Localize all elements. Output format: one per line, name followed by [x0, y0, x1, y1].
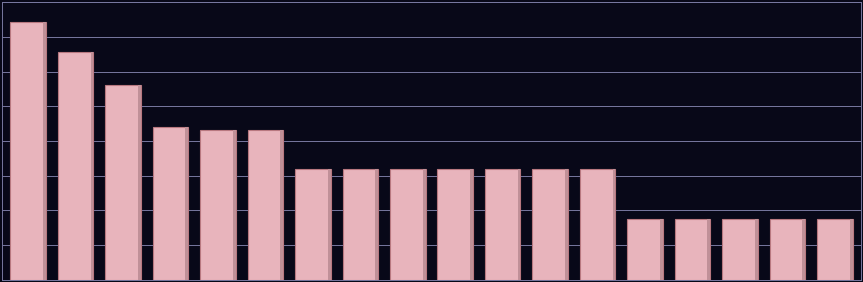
Bar	[565, 169, 568, 280]
Bar	[580, 169, 615, 280]
Bar	[755, 219, 758, 280]
Bar	[91, 52, 93, 280]
Bar	[627, 219, 663, 280]
Bar	[803, 219, 805, 280]
Bar	[722, 219, 758, 280]
Bar	[138, 85, 141, 280]
Bar	[770, 219, 805, 280]
Bar	[200, 130, 236, 280]
Bar	[58, 52, 93, 280]
Bar	[675, 219, 710, 280]
Bar	[390, 169, 425, 280]
Bar	[817, 219, 853, 280]
Bar	[328, 169, 331, 280]
Bar	[248, 130, 283, 280]
Bar	[153, 127, 188, 280]
Bar	[708, 219, 710, 280]
Bar	[613, 169, 615, 280]
Bar	[485, 169, 520, 280]
Bar	[105, 85, 141, 280]
Bar	[518, 169, 520, 280]
Bar	[438, 169, 473, 280]
Bar	[295, 169, 331, 280]
Bar	[43, 21, 46, 280]
Bar	[375, 169, 378, 280]
Bar	[186, 127, 188, 280]
Bar	[850, 219, 853, 280]
Bar	[532, 169, 568, 280]
Bar	[233, 130, 236, 280]
Bar	[660, 219, 663, 280]
Bar	[423, 169, 425, 280]
Bar	[280, 130, 283, 280]
Bar	[10, 21, 46, 280]
Bar	[343, 169, 378, 280]
Bar	[470, 169, 473, 280]
